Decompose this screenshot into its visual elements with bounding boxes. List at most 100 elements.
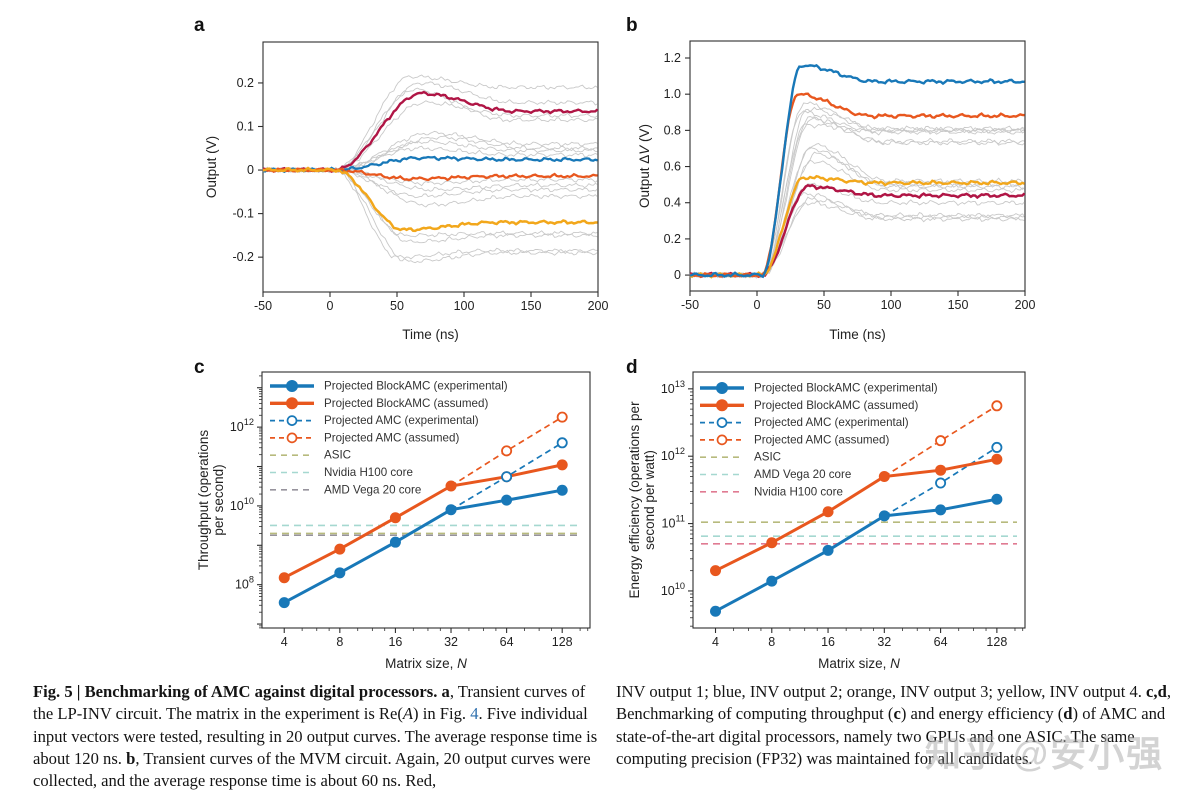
legend-item-projected-blockamc-experimental: Projected BlockAMC (experimental) xyxy=(700,382,938,395)
svg-text:4: 4 xyxy=(281,635,288,649)
caption-left-column: Fig. 5 | Benchmarking of AMC against dig… xyxy=(33,682,598,791)
solid-series-d xyxy=(714,457,998,613)
output-curves-b xyxy=(689,64,1026,279)
svg-text:Throughput (operations: Throughput (operations xyxy=(196,430,211,571)
curve-inv-output-2 xyxy=(689,64,1025,279)
panel-d-label: d xyxy=(626,357,638,378)
svg-text:1.0: 1.0 xyxy=(664,87,681,101)
panel-c-label: c xyxy=(194,357,205,378)
svg-text:Output ΔV (V): Output ΔV (V) xyxy=(637,124,652,208)
svg-text:16: 16 xyxy=(388,635,402,649)
solid-series-c xyxy=(283,463,563,604)
panel-a-label: a xyxy=(194,15,205,36)
reference-hlines-c xyxy=(270,524,582,537)
svg-text:50: 50 xyxy=(817,298,831,312)
line-projected-blockamc-experimental xyxy=(283,488,563,604)
axes-c xyxy=(257,371,591,633)
svg-text:100: 100 xyxy=(454,299,475,313)
svg-text:1013: 1013 xyxy=(661,379,685,396)
legend-item-asic: ASIC xyxy=(700,451,781,464)
svg-text:Projected AMC (experimental): Projected AMC (experimental) xyxy=(754,416,909,429)
markers-d xyxy=(710,453,1003,617)
svg-text:-0.1: -0.1 xyxy=(232,207,254,221)
background-curves-b xyxy=(689,101,1025,279)
legend-item-projected-amc-assumed: Projected AMC (assumed) xyxy=(700,433,889,446)
axes-a xyxy=(258,41,599,297)
svg-text:Time (ns): Time (ns) xyxy=(402,327,459,342)
svg-text:-0.2: -0.2 xyxy=(232,250,254,264)
legend-item-projected-amc-experimental: Projected AMC (experimental) xyxy=(700,416,909,429)
svg-text:Projected BlockAMC (experiment: Projected BlockAMC (experimental) xyxy=(754,382,938,395)
legend-d: Projected BlockAMC (experimental) Project… xyxy=(700,382,938,498)
svg-text:200: 200 xyxy=(1015,298,1036,312)
figure-caption: Fig. 5 | Benchmarking of AMC against dig… xyxy=(0,681,1199,798)
output-curves-a xyxy=(262,90,599,233)
svg-text:Time (ns): Time (ns) xyxy=(829,327,886,342)
legend-item-asic: ASIC xyxy=(270,449,351,462)
svg-text:128: 128 xyxy=(986,635,1007,649)
legend-item-nvidia-h100-core: Nvidia H100 core xyxy=(270,466,413,479)
svg-text:200: 200 xyxy=(588,299,609,313)
fig4-link[interactable]: 4 xyxy=(470,704,479,724)
svg-text:1012: 1012 xyxy=(230,417,254,434)
panel-a-chart: -50 0 50 100 150 200 -0.2 -0.1 0 0.1 0.2 Time (ns) O… xyxy=(204,41,609,342)
axis-labels-c: 4 8 16 32 64 128 108 1010 1012 Matrix size, N Thro… xyxy=(196,417,573,670)
legend-item-nvidia-h100-core: Nvidia H100 core xyxy=(700,485,843,498)
svg-text:Nvidia H100 core: Nvidia H100 core xyxy=(324,466,413,479)
legend-item-projected-amc-experimental: Projected AMC (experimental) xyxy=(270,414,479,427)
legend-item-amd-vega-20-core: AMD Vega 20 core xyxy=(700,468,851,481)
minor-ticks-d xyxy=(690,391,1024,631)
curve-inv-output-3 xyxy=(262,167,598,182)
axis-labels-a: -50 0 50 100 150 200 -0.2 -0.1 0 0.1 0.2 Time (ns) O… xyxy=(204,76,609,342)
open-markers-c xyxy=(501,411,568,483)
legend-item-projected-blockamc-assumed: Projected BlockAMC (assumed) xyxy=(270,397,488,410)
svg-text:0: 0 xyxy=(674,268,681,282)
line-projected-blockamc-experimental xyxy=(714,497,998,613)
svg-text:AMD Vega 20 core: AMD Vega 20 core xyxy=(324,483,421,496)
panel-c-chart: 4 8 16 32 64 128 108 1010 1012 Matrix size, N Thro… xyxy=(196,371,591,671)
svg-text:0.1: 0.1 xyxy=(237,119,254,133)
legend-item-amd-vega-20-core: AMD Vega 20 core xyxy=(270,483,421,496)
curve-inv-output-4 xyxy=(262,166,598,233)
svg-text:0.8: 0.8 xyxy=(664,123,681,137)
line-projected-amc-assumed xyxy=(883,405,998,478)
minor-ticks-c xyxy=(259,375,589,631)
svg-text:150: 150 xyxy=(521,299,542,313)
svg-text:1.2: 1.2 xyxy=(664,51,681,65)
svg-text:Nvidia H100 core: Nvidia H100 core xyxy=(754,485,843,498)
svg-text:108: 108 xyxy=(235,575,254,592)
svg-text:Matrix size, N: Matrix size, N xyxy=(385,656,467,671)
svg-text:1010: 1010 xyxy=(661,581,685,598)
svg-text:150: 150 xyxy=(948,298,969,312)
svg-text:0.6: 0.6 xyxy=(664,160,681,174)
svg-text:-50: -50 xyxy=(681,298,699,312)
svg-text:Matrix size, N: Matrix size, N xyxy=(818,656,900,671)
svg-text:64: 64 xyxy=(500,635,514,649)
panel-b-chart: -50 0 50 100 150 200 0 0.2 0.4 0.6 0.8 1.0 1.2 Time (… xyxy=(637,40,1036,342)
svg-text:50: 50 xyxy=(390,299,404,313)
svg-text:0.2: 0.2 xyxy=(664,232,681,246)
svg-text:Projected AMC (assumed): Projected AMC (assumed) xyxy=(324,431,459,444)
axes-d xyxy=(688,371,1026,633)
axis-labels-b: -50 0 50 100 150 200 0 0.2 0.4 0.6 0.8 1.0 1.2 Time (… xyxy=(637,51,1036,342)
svg-text:16: 16 xyxy=(821,635,835,649)
axes-b xyxy=(685,40,1026,296)
curve-inv-output-3 xyxy=(689,92,1025,279)
svg-text:0.4: 0.4 xyxy=(664,196,681,210)
svg-text:Projected AMC (assumed): Projected AMC (assumed) xyxy=(754,433,889,446)
svg-text:-50: -50 xyxy=(254,299,272,313)
svg-text:100: 100 xyxy=(881,298,902,312)
svg-text:0: 0 xyxy=(247,163,254,177)
svg-text:8: 8 xyxy=(336,635,343,649)
svg-text:0: 0 xyxy=(754,298,761,312)
panel-d-chart: 4 8 16 32 64 128 1010 1011 1012 1013 Matrix size, … xyxy=(627,371,1026,671)
svg-text:64: 64 xyxy=(934,635,948,649)
svg-text:32: 32 xyxy=(444,635,458,649)
panel-b-label: b xyxy=(626,15,638,36)
svg-text:Energy efficiency (operations: Energy efficiency (operations per xyxy=(627,401,642,599)
svg-text:0: 0 xyxy=(327,299,334,313)
caption-right-column: INV output 1; blue, INV output 2; orange… xyxy=(616,682,1171,768)
svg-text:1010: 1010 xyxy=(230,496,254,513)
axis-labels-d: 4 8 16 32 64 128 1010 1011 1012 1013 Matrix size, … xyxy=(627,379,1008,671)
